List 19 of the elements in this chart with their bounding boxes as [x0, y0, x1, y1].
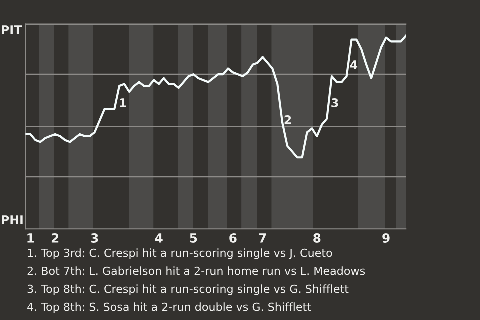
- x-tick-label: 3: [91, 234, 98, 243]
- x-tick-label: 2: [52, 234, 59, 243]
- x-tick-label: 8: [314, 234, 321, 243]
- text: PIT: [2, 26, 22, 34]
- x-tick-label: 7: [259, 234, 266, 243]
- x-tick-label: 6: [230, 234, 237, 243]
- annotation: 3: [332, 98, 338, 108]
- text: 3. Top 8th: C. Crespi hit a run-scoring single vs G. Shifflett: [28, 284, 349, 296]
- annotation: 4: [350, 60, 358, 70]
- x-tick-label: 1: [28, 234, 34, 243]
- text: PHI: [2, 216, 23, 224]
- annotation: 1: [120, 98, 126, 108]
- text: 1. Top 3rd: C. Crespi hit a run-scoring single vs J. Cueto: [28, 248, 332, 260]
- text: 4. Top 8th: S. Sosa hit a 2-run double vs G. Shifflett: [28, 302, 312, 314]
- annotation: 2: [284, 115, 292, 124]
- x-tick-label: 4: [155, 234, 163, 243]
- text: 2. Bot 7th: L. Gabrielson hit a 2-run home run vs L. Meadows: [28, 266, 366, 276]
- x-tick-label: 5: [190, 234, 198, 243]
- x-tick-label: 9: [382, 234, 390, 243]
